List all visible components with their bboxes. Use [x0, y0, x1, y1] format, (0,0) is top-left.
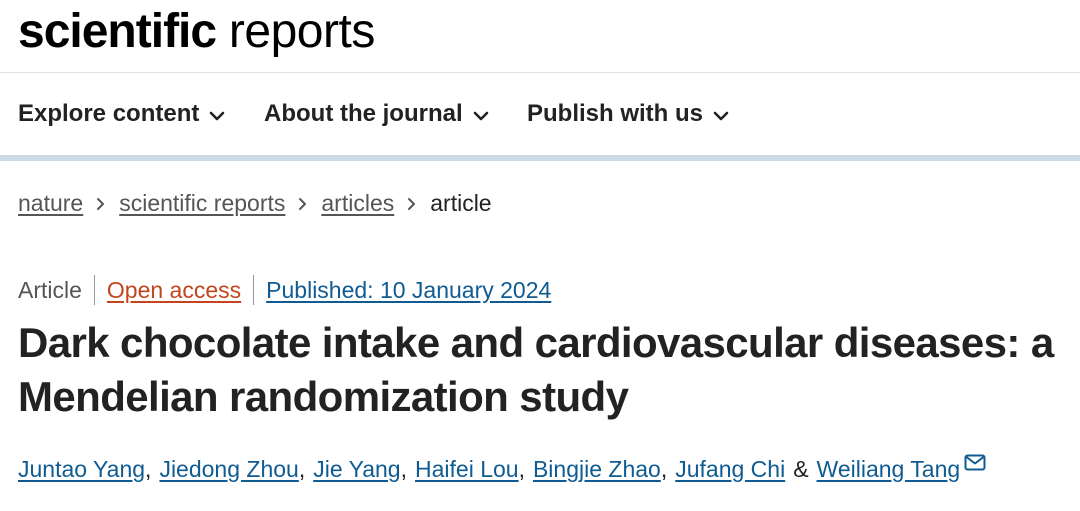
article-title: Dark chocolate intake and cardiovascular… [18, 319, 1054, 420]
chevron-down-icon [473, 100, 489, 128]
nav-item-label: About the journal [264, 100, 463, 127]
site-header: scientific reports [0, 0, 1080, 73]
logo-light-text: reports [228, 5, 375, 58]
author-link[interactable]: Jufang Chi [675, 456, 786, 482]
chevron-down-icon [713, 100, 729, 128]
published-date-link[interactable]: Published: 10 January 2024 [266, 276, 552, 303]
meta-divider [253, 275, 255, 305]
breadcrumb-scientific-reports[interactable]: scientific reports [119, 190, 286, 216]
author-link[interactable]: Haifei Lou [415, 456, 519, 482]
journal-logo[interactable]: scientific reports [18, 2, 375, 62]
meta-divider [93, 275, 95, 305]
breadcrumb-nature[interactable]: nature [18, 190, 84, 216]
chevron-right-icon [407, 190, 417, 217]
main-nav: Explore content About the journal Publis… [0, 73, 1080, 161]
nav-item-label: Publish with us [527, 100, 704, 127]
breadcrumb: nature scientific reports articles artic… [18, 190, 492, 217]
author-separator: , [518, 456, 525, 482]
breadcrumb-current: article [430, 190, 492, 216]
author-separator: , [298, 456, 306, 482]
chevron-right-icon [96, 190, 106, 217]
mail-icon[interactable] [964, 450, 986, 477]
logo-bold-text: scientific [18, 5, 217, 58]
nav-about-journal[interactable]: About the journal [264, 100, 489, 128]
corresponding-author-link[interactable]: Weiliang Tang [816, 456, 961, 482]
article-meta: Article Open access Published: 10 Januar… [18, 275, 551, 305]
author-separator: , [660, 456, 668, 482]
author-link[interactable]: Jiedong Zhou [159, 456, 299, 482]
chevron-right-icon [298, 190, 308, 217]
author-separator: , [145, 456, 152, 482]
nav-item-label: Explore content [18, 100, 200, 127]
article-type: Article [18, 276, 82, 303]
author-link[interactable]: Jie Yang [313, 456, 401, 482]
breadcrumb-articles[interactable]: articles [321, 190, 395, 216]
author-link[interactable]: Bingjie Zhao [532, 456, 661, 482]
nav-explore-content[interactable]: Explore content [18, 100, 225, 128]
author-ampersand: & [793, 456, 809, 482]
open-access-link[interactable]: Open access [106, 276, 242, 303]
chevron-down-icon [209, 100, 225, 128]
author-link[interactable]: Juntao Yang [18, 456, 146, 482]
author-list: Juntao Yang, Jiedong Zhou, Jie Yang, Hai… [18, 454, 986, 483]
author-separator: , [400, 456, 407, 482]
nav-publish-with-us[interactable]: Publish with us [527, 100, 729, 128]
